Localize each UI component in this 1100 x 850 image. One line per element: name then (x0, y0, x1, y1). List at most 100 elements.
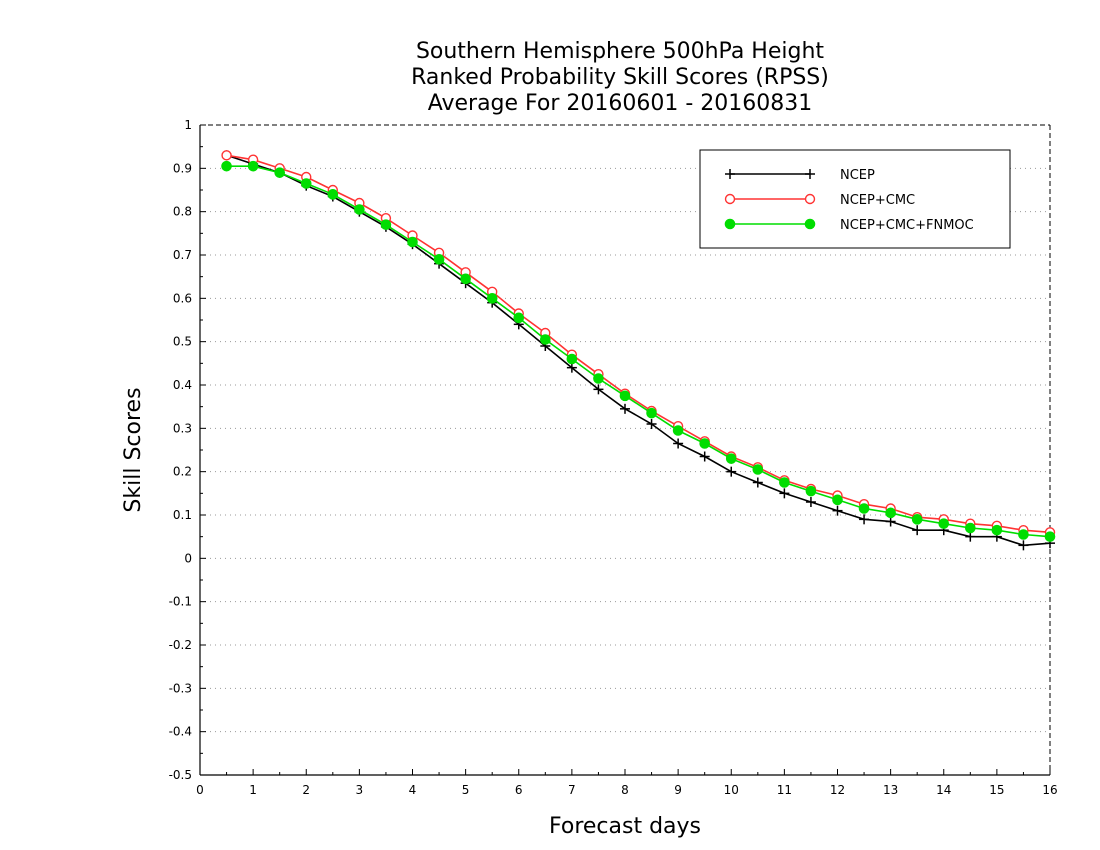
data-point (593, 373, 604, 384)
data-point (699, 451, 710, 462)
y-tick-label: -0.5 (169, 768, 192, 782)
x-tick-label: 11 (777, 783, 792, 797)
x-tick-label: 7 (568, 783, 576, 797)
data-point (1018, 529, 1029, 540)
y-tick-label: 1 (184, 118, 192, 132)
data-point (593, 384, 604, 395)
x-tick-label: 9 (674, 783, 682, 797)
data-point (885, 507, 896, 519)
data-point (646, 419, 657, 429)
y-tick-label: 0.4 (173, 378, 192, 392)
y-tick-label: 0.9 (173, 161, 192, 175)
x-tick-label: 13 (883, 783, 898, 797)
data-point (885, 516, 896, 527)
x-tick-label: 1 (249, 783, 257, 797)
data-point (646, 407, 657, 419)
data-point (832, 505, 843, 516)
series-line (226, 154, 1051, 547)
data-point (566, 353, 578, 365)
x-tick-label: 6 (515, 783, 523, 797)
data-point (912, 525, 923, 536)
data-point (566, 362, 577, 373)
data-point (247, 160, 259, 172)
data-point (460, 273, 471, 285)
data-point (699, 438, 710, 449)
legend-marker (804, 193, 816, 205)
y-tick-label: -0.3 (169, 681, 192, 695)
x-tick-label: 8 (621, 783, 629, 797)
chart-title-line: Average For 20160601 - 20160831 (428, 91, 813, 116)
data-point (1044, 531, 1056, 542)
legend-label: NCEP+CMC (840, 193, 915, 208)
legend: NCEP NCEP+CMC NCEP+CMC+FNMOC (699, 149, 1011, 249)
data-point (965, 522, 976, 534)
data-point (938, 518, 950, 529)
data-point (540, 334, 551, 345)
data-point (300, 178, 312, 189)
data-point (221, 160, 232, 172)
data-point (221, 150, 232, 161)
series-lines (221, 150, 1056, 551)
y-tick-label: 0 (184, 551, 192, 565)
data-point (673, 438, 684, 449)
data-point (354, 204, 365, 215)
data-point (965, 531, 976, 542)
data-point (513, 312, 525, 324)
x-tick-label: 0 (196, 783, 204, 797)
data-point (620, 403, 630, 414)
x-tick-label: 2 (302, 783, 310, 797)
chart-title-line: Ranked Probability Skill Scores (RPSS) (411, 65, 829, 90)
y-tick-label: 0.2 (173, 465, 192, 479)
legend-marker (804, 218, 816, 230)
y-tick-label: 0.1 (173, 508, 192, 522)
x-tick-label: 3 (356, 783, 364, 797)
data-point (274, 167, 285, 178)
y-tick-label: -0.1 (169, 595, 192, 609)
data-point (859, 514, 870, 525)
x-tick-label: 4 (409, 783, 417, 797)
data-point (858, 503, 870, 514)
data-point (779, 477, 790, 488)
x-axis-label: Forecast days (549, 814, 701, 839)
data-point (805, 497, 816, 507)
chart-title: Southern Hemisphere 500hPa HeightRanked … (411, 39, 829, 116)
data-point (832, 494, 843, 506)
y-tick-label: -0.4 (169, 725, 192, 739)
legend-marker (805, 169, 815, 179)
y-tick-label: -0.2 (169, 638, 192, 652)
x-tick-label: 12 (830, 783, 845, 797)
data-point (752, 464, 764, 475)
y-axis-label: Skill Scores (121, 387, 146, 512)
data-point (619, 390, 631, 402)
data-point (752, 477, 763, 488)
axes: 0 1 2 3 4 5 6 7 8 9 10 11 12 13 14 15 1610.90.80.70.60.5… (169, 118, 1058, 797)
data-point (726, 466, 737, 477)
data-point (380, 219, 392, 230)
data-point (805, 485, 817, 497)
data-point (486, 293, 498, 304)
x-tick-label: 10 (724, 783, 739, 797)
y-tick-label: 0.3 (173, 421, 192, 435)
data-point (672, 425, 684, 436)
x-tick-label: 15 (989, 783, 1004, 797)
x-tick-label: 14 (936, 783, 951, 797)
data-point (911, 514, 923, 525)
legend-label: NCEP+CMC+FNMOC (840, 218, 974, 233)
series-ncep-cmc-fnmoc (221, 160, 1056, 542)
data-point (1018, 540, 1029, 551)
x-tick-label: 5 (462, 783, 470, 797)
data-point (327, 189, 339, 200)
chart-title-line: Southern Hemisphere 500hPa Height (416, 39, 824, 64)
data-point (991, 524, 1003, 536)
y-tick-label: 0.5 (173, 335, 192, 349)
data-point (433, 254, 445, 265)
legend-marker (725, 169, 735, 179)
y-tick-label: 0.8 (173, 205, 192, 219)
data-point (779, 488, 790, 499)
data-point (725, 453, 737, 464)
grid-lines (200, 167, 1050, 733)
data-point (407, 236, 418, 248)
x-tick-label: 16 (1042, 783, 1057, 797)
